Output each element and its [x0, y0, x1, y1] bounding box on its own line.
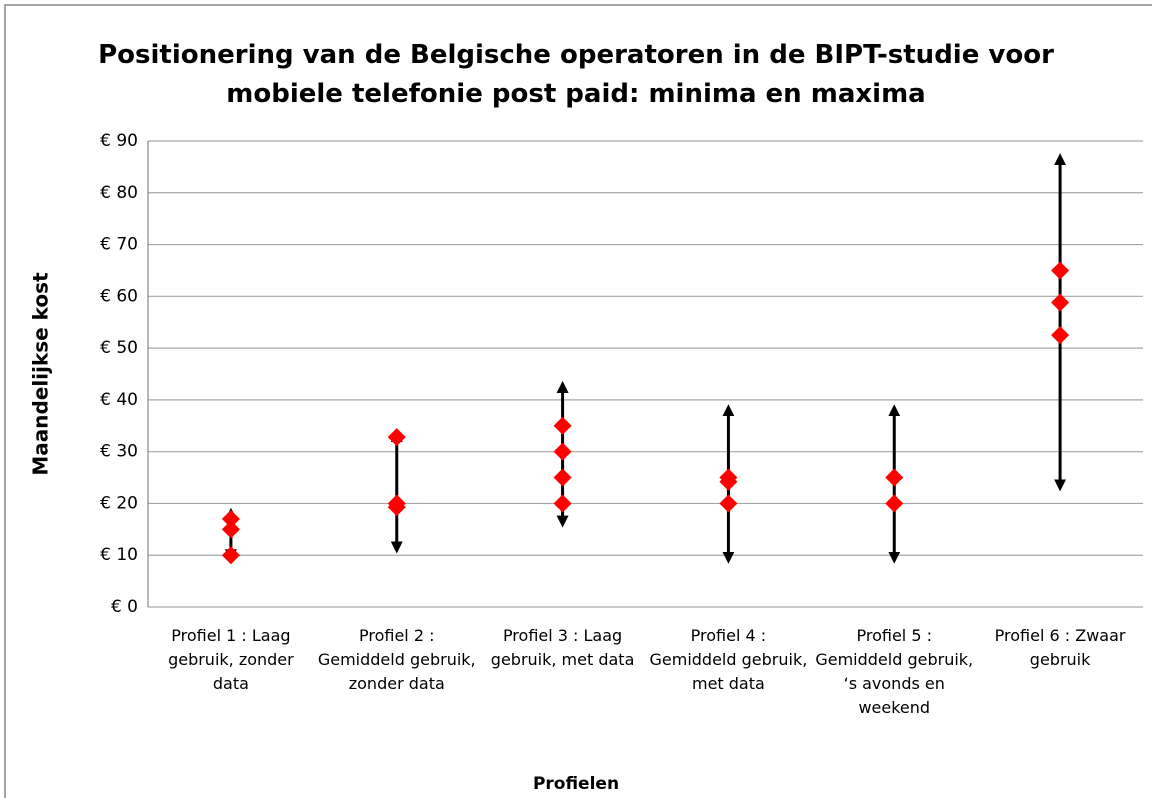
point [221, 520, 240, 539]
x-tick-label: Profiel 2 : Gemiddeld gebruik, zonder da… [317, 626, 476, 693]
point [221, 546, 240, 565]
chart-title: Positionering van de Belgische operatore… [98, 40, 1054, 109]
x-axis-title: Profielen [532, 774, 620, 794]
x-tick-label: Profiel 5 : Gemiddeld gebruik, ‘s avonds… [815, 626, 974, 717]
x-tick-label: Profiel 4 : Gemiddeld gebruik, met data [649, 626, 808, 693]
point [885, 468, 904, 487]
y-tick-label: € 40 [100, 390, 138, 410]
frame [4, 4, 1152, 798]
x-tick-label: Profiel 1 : Laag gebruik, zonder data [168, 626, 294, 693]
y-tick-label: € 90 [100, 131, 138, 151]
point [885, 494, 904, 513]
y-tick-label: € 60 [100, 286, 138, 306]
point [553, 494, 572, 513]
y-tick-label: € 20 [100, 493, 138, 513]
x-tick-label: Profiel 3 : Laag gebruik, met data [490, 626, 635, 669]
point [553, 442, 572, 461]
point [719, 494, 738, 513]
y-tick-label: € 0 [111, 597, 138, 617]
x-tick-label: Profiel 6 : Zwaar gebruik [994, 626, 1126, 669]
point [1051, 293, 1070, 312]
point [1051, 261, 1070, 280]
point [387, 498, 406, 517]
point [719, 472, 738, 491]
y-tick-label: € 30 [100, 442, 138, 462]
point [553, 416, 572, 435]
y-tick-label: € 50 [100, 338, 138, 358]
point [1051, 326, 1070, 345]
y-tick-label: € 80 [100, 183, 138, 203]
y-tick-label: € 10 [100, 545, 138, 565]
y-axis-title: Maandelijkse kost [29, 272, 53, 476]
point [387, 428, 406, 447]
point [221, 509, 240, 528]
y-tick-label: € 70 [100, 235, 138, 255]
point [553, 468, 572, 487]
